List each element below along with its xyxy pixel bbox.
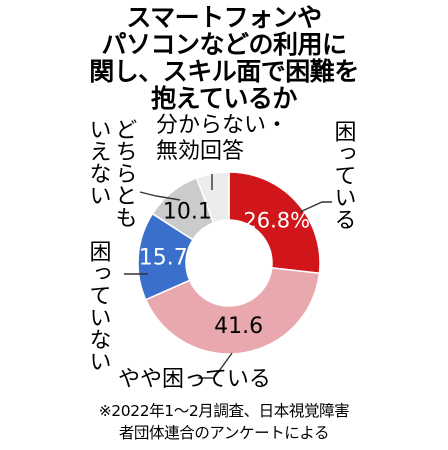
- slice-2: [144, 267, 321, 355]
- label-wakaranai-line2: 無効回答: [156, 139, 244, 164]
- value-label-3: 15.7: [139, 245, 188, 270]
- source-note: ※2022年1～2月調査、日本視覚障害 者団体連合のアンケートによる: [0, 400, 448, 444]
- value-label-4: 10.1: [163, 199, 212, 224]
- label-komatteinai: 困っていない: [86, 240, 111, 372]
- leader-lines: [124, 174, 332, 379]
- leader-dochira: [139, 191, 181, 201]
- note-line-1: ※2022年1～2月調査、日本視覚障害: [98, 402, 350, 420]
- value-labels: 26.8% 41.6 15.7 10.1: [139, 199, 310, 339]
- title-line-2: パソコンなどの利用に: [101, 30, 347, 59]
- chart-title: スマートフォンや パソコンなどの利用に 関し、スキル面で困難を 抱えているか: [0, 4, 448, 112]
- label-komatteiru: 困っている: [331, 120, 356, 230]
- label-yaya: やや困っている: [118, 367, 271, 392]
- leader-yaya: [198, 352, 233, 379]
- value-label-1: 26.8%: [243, 208, 310, 232]
- value-label-2: 41.6: [214, 314, 263, 339]
- slice-1: [228, 171, 321, 275]
- label-wakaranai-line1: 分からない・: [156, 113, 288, 138]
- slice-5: [195, 171, 230, 224]
- note-line-2: 者団体連合のアンケートによる: [118, 424, 330, 442]
- donut-chart: 26.8% 41.6 15.7 10.1 困っている どちらとも いえない 困っていな…: [86, 113, 356, 392]
- title-line-1: スマートフォンや: [126, 3, 322, 32]
- leader-komatteiru: [299, 201, 332, 213]
- label-dochira-line1: どちらとも: [112, 118, 137, 228]
- donut-slices: [137, 171, 321, 355]
- title-line-3: 関し、スキル面で困難を: [89, 57, 359, 86]
- label-dochira-line2: いえない: [86, 118, 111, 206]
- title-line-4: 抱えているか: [151, 84, 297, 113]
